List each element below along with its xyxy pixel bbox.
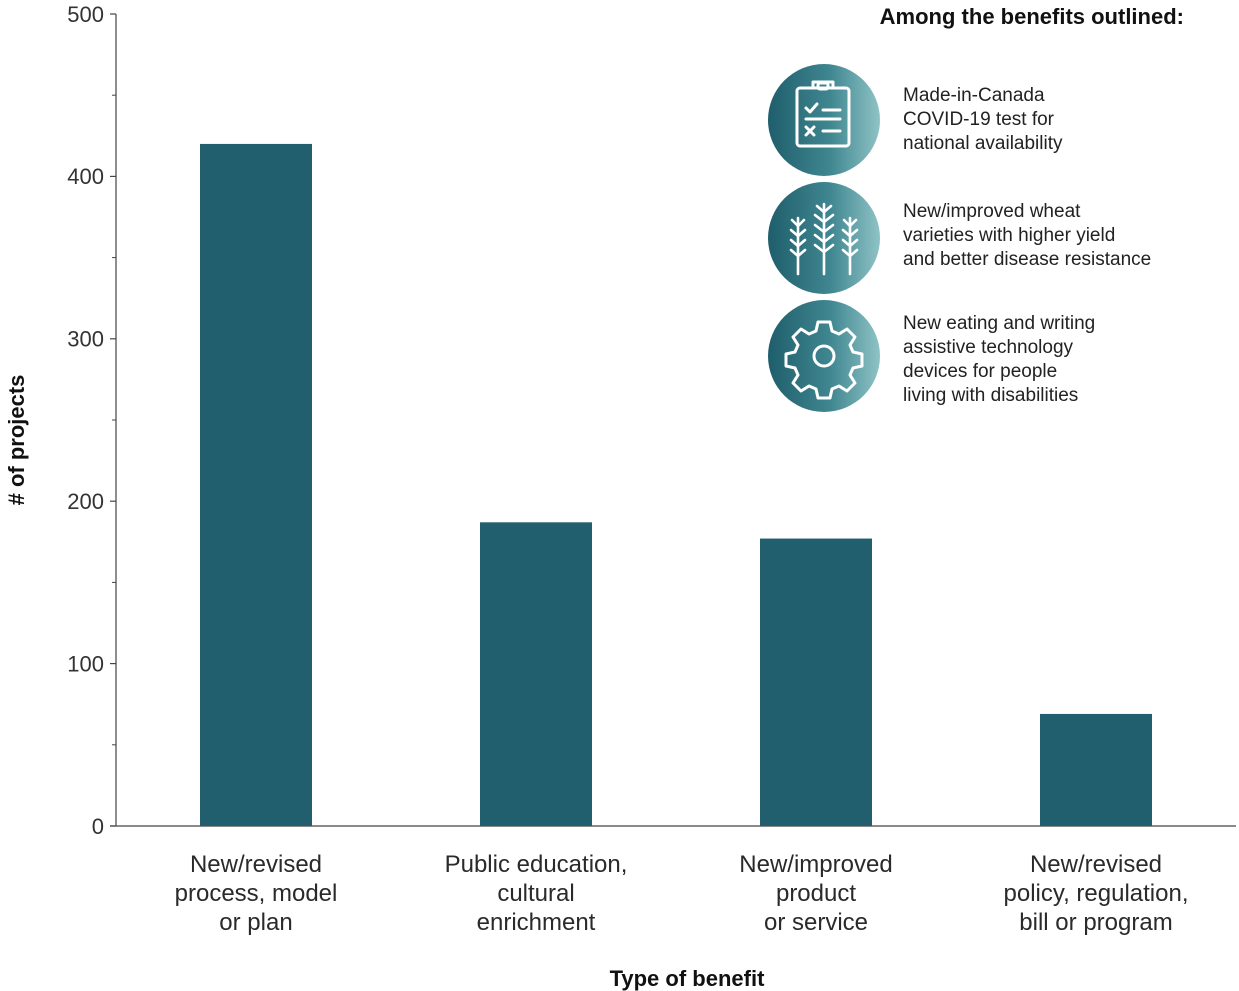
benefit-text-line: living with disabilities bbox=[903, 385, 1079, 406]
x-tick-label: New/revised process, model or plan bbox=[175, 851, 338, 936]
wheat-icon bbox=[768, 182, 880, 294]
x-tick-label: Public education, cultural enrichment bbox=[445, 851, 628, 936]
benefit-item: Made-in-Canada COVID-19 test for nationa… bbox=[768, 64, 1208, 176]
benefit-text-line: Made-in-Canada bbox=[903, 85, 1045, 106]
x-tick-label-line: New/revised bbox=[190, 851, 322, 878]
benefit-text-line: national availability bbox=[903, 133, 1063, 154]
x-tick-label-line: product bbox=[776, 880, 856, 907]
benefit-text-line: devices for people bbox=[903, 361, 1058, 382]
x-tick-label-line: bill or program bbox=[1019, 909, 1172, 936]
x-tick-label-line: Public education, bbox=[445, 851, 628, 878]
y-tick-label: 200 bbox=[67, 489, 104, 514]
benefit-text: New eating and writing assistive technol… bbox=[903, 312, 1203, 408]
bar bbox=[1040, 713, 1152, 826]
benefit-text-line: New eating and writing bbox=[903, 313, 1096, 334]
y-tick-label: 500 bbox=[67, 2, 104, 27]
benefit-text-line: and better disease resistance bbox=[903, 249, 1152, 270]
x-tick-label-line: or service bbox=[764, 909, 868, 936]
y-tick-label: 300 bbox=[67, 327, 104, 352]
x-tick-label-line: or plan bbox=[219, 909, 292, 936]
y-tick-label: 100 bbox=[67, 651, 104, 676]
x-tick-label: New/revised policy, regulation, bill or pr… bbox=[1004, 851, 1189, 936]
x-tick-label-line: policy, regulation, bbox=[1004, 880, 1189, 907]
clipboard-checklist-icon bbox=[768, 64, 880, 176]
x-tick-label-line: cultural bbox=[497, 880, 574, 907]
x-tick-label-line: New/improved bbox=[739, 851, 892, 878]
benefit-text-line: COVID-19 test for bbox=[903, 109, 1054, 130]
bar bbox=[760, 538, 872, 826]
x-tick-label-line: process, model bbox=[175, 880, 338, 907]
bar bbox=[200, 143, 312, 827]
y-tick-label: 400 bbox=[67, 164, 104, 189]
benefit-text: Made-in-Canada COVID-19 test for nationa… bbox=[903, 84, 1203, 156]
y-axis-title: # of projects bbox=[4, 375, 29, 506]
x-axis-title: Type of benefit bbox=[610, 966, 765, 991]
benefits-panel-title: Among the benefits outlined: bbox=[879, 4, 1184, 29]
x-tick-label-line: enrichment bbox=[477, 909, 596, 936]
x-tick-label: New/improved product or service bbox=[739, 851, 892, 936]
bar bbox=[480, 522, 592, 826]
x-tick-label-line: New/revised bbox=[1030, 851, 1162, 878]
bars bbox=[200, 143, 1152, 827]
benefit-text: New/improved wheat varieties with higher… bbox=[903, 200, 1203, 272]
benefit-text-line: New/improved wheat bbox=[903, 201, 1081, 222]
y-axis: 0 100 200 300 400 500 bbox=[67, 2, 117, 839]
gear-icon bbox=[768, 300, 880, 412]
benefit-text-line: assistive technology bbox=[903, 337, 1074, 358]
y-tick-label: 0 bbox=[92, 814, 104, 839]
benefit-item: New eating and writing assistive technol… bbox=[768, 300, 1208, 412]
benefit-text-line: varieties with higher yield bbox=[903, 225, 1116, 246]
benefit-item: New/improved wheat varieties with higher… bbox=[768, 182, 1208, 294]
